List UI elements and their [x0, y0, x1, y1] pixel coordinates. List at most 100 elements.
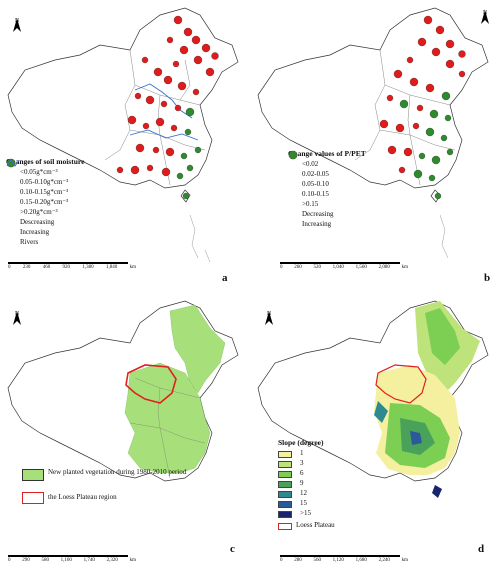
slope-label: 6	[300, 469, 304, 478]
islands-a	[189, 214, 211, 263]
station-point-decreasing	[177, 81, 187, 91]
legend-item-slope: 6	[278, 469, 335, 479]
legend-title-d: Slope (degree)	[278, 438, 324, 447]
station-point-decreasing	[142, 122, 150, 130]
slope-areas-d	[374, 301, 480, 498]
legend-title-a: Changes of soil moisture	[6, 157, 85, 166]
station-point-increasing	[185, 107, 195, 117]
station-point-decreasing	[141, 56, 149, 64]
station-point-increasing	[180, 152, 188, 160]
station-point-decreasing	[425, 83, 435, 93]
legend-item-slope: 3	[278, 459, 335, 469]
station-point-decreasing	[192, 88, 200, 96]
station-point-decreasing	[135, 143, 145, 153]
slope-legend-rows: 1 3 6 9 12 15 >15	[278, 449, 335, 519]
legend-item-size-2: 0.05-0.10g*cm⁻³	[6, 161, 84, 188]
legend-item-size-3: 0.10-0.15g*cm⁻³	[6, 160, 84, 198]
station-point-increasing	[444, 114, 452, 122]
loess-plateau-boundary-c	[125, 364, 177, 404]
station-point-decreasing	[445, 59, 455, 69]
panel-label-b: b	[484, 272, 491, 284]
station-point-decreasing	[431, 47, 441, 57]
station-point-increasing	[399, 99, 409, 109]
legend-item-vegetation: New planted vegetation during 1980-2010 …	[22, 468, 198, 491]
station-point-decreasing	[387, 145, 397, 155]
vegetation-areas-c	[124, 304, 226, 474]
slope-label: 9	[300, 479, 304, 488]
station-point-decreasing	[205, 67, 215, 77]
legend-a: Changes of soil moisture <0.05g*cm⁻³ 0.0…	[6, 157, 85, 248]
station-point-increasing	[413, 169, 423, 179]
station-point-decreasing	[201, 43, 211, 53]
station-point-decreasing	[174, 104, 182, 112]
station-point-decreasing	[435, 25, 445, 35]
scalebar-c: 0 290 580 1,160 1,740 2,320 km	[8, 555, 136, 563]
scalebar-a: 0 230 460 920 1,380 1,840 km	[8, 262, 136, 270]
legend-item-size-1: <0.02	[288, 154, 366, 170]
legend-item-loess: the Loess Plateau region	[22, 491, 198, 505]
station-points-b	[379, 15, 466, 200]
station-point-decreasing	[393, 69, 403, 79]
station-point-decreasing	[179, 45, 189, 55]
legend-c: New planted vegetation during 1980-2010 …	[22, 468, 198, 505]
station-point-decreasing	[458, 50, 466, 58]
station-point-decreasing	[395, 123, 405, 133]
scalebar-d: 0 280 560 1,120 1,680 2,240 km	[280, 555, 408, 563]
station-point-increasing	[418, 152, 426, 160]
station-point-decreasing	[153, 67, 163, 77]
legend-item-decreasing: Descreasing	[6, 159, 84, 228]
station-point-increasing	[446, 148, 454, 156]
station-point-decreasing	[165, 147, 175, 157]
station-point-decreasing	[193, 55, 203, 65]
station-point-decreasing	[417, 37, 427, 47]
station-point-decreasing	[406, 56, 414, 64]
station-point-increasing	[429, 109, 439, 119]
map-c	[7, 300, 239, 482]
panel-c: N New planted vegetation during 1980-201…	[0, 293, 250, 586]
station-point-decreasing	[412, 122, 420, 130]
station-point-increasing	[425, 127, 435, 137]
station-point-increasing	[431, 155, 441, 165]
legend-b: Change values of P/PET <0.02 0.02-0.05 0…	[288, 149, 366, 230]
map-d	[257, 300, 489, 498]
legend-item-size-3: 0.05-0.10	[288, 152, 366, 190]
station-point-decreasing	[409, 77, 419, 87]
slope-label: 1	[300, 449, 304, 458]
station-point-decreasing	[211, 52, 219, 60]
islands-b	[439, 214, 449, 259]
station-point-increasing	[176, 172, 184, 180]
station-point-increasing	[184, 128, 192, 136]
station-point-increasing	[194, 146, 202, 154]
legend-item-slope: 15	[278, 499, 335, 509]
slope-label: 12	[300, 489, 307, 498]
station-point-decreasing	[379, 119, 389, 129]
station-point-decreasing	[458, 70, 466, 78]
legend-item-loess: Loess Plateau	[278, 521, 335, 531]
slope-label: 3	[300, 459, 304, 468]
slope-swatch	[278, 470, 292, 478]
station-point-decreasing	[145, 95, 155, 105]
map-a	[7, 7, 239, 263]
station-points-a	[116, 15, 219, 200]
panel-a: N Changes of soil moisture <0.05g*cm⁻³ 0…	[0, 0, 250, 293]
legend-item-slope: 9	[278, 479, 335, 489]
slope-swatch	[278, 490, 292, 498]
scalebar-b: 0 260 520 1,040 1,560 2,080 km	[280, 262, 408, 270]
station-point-increasing	[182, 192, 190, 200]
legend-item-slope: 1	[278, 449, 335, 459]
legend-item-increasing: Increasing	[288, 151, 366, 230]
inner-borders-c	[129, 377, 206, 479]
legend-item-size-4: 0.10-0.15	[288, 151, 366, 200]
north-arrow-b: N	[480, 10, 490, 24]
station-point-decreasing	[134, 92, 142, 100]
legend-item-size-1: <0.05g*cm⁻³	[6, 162, 84, 178]
station-point-decreasing	[173, 15, 183, 25]
station-point-decreasing	[155, 117, 165, 127]
map-b	[257, 7, 489, 259]
slope-swatch	[278, 500, 292, 508]
panel-label-d: d	[478, 543, 485, 555]
station-point-decreasing	[146, 164, 154, 172]
legend-item-increasing: Increasing	[6, 159, 84, 238]
station-point-decreasing	[160, 100, 168, 108]
panel-label-c: c	[230, 543, 235, 555]
